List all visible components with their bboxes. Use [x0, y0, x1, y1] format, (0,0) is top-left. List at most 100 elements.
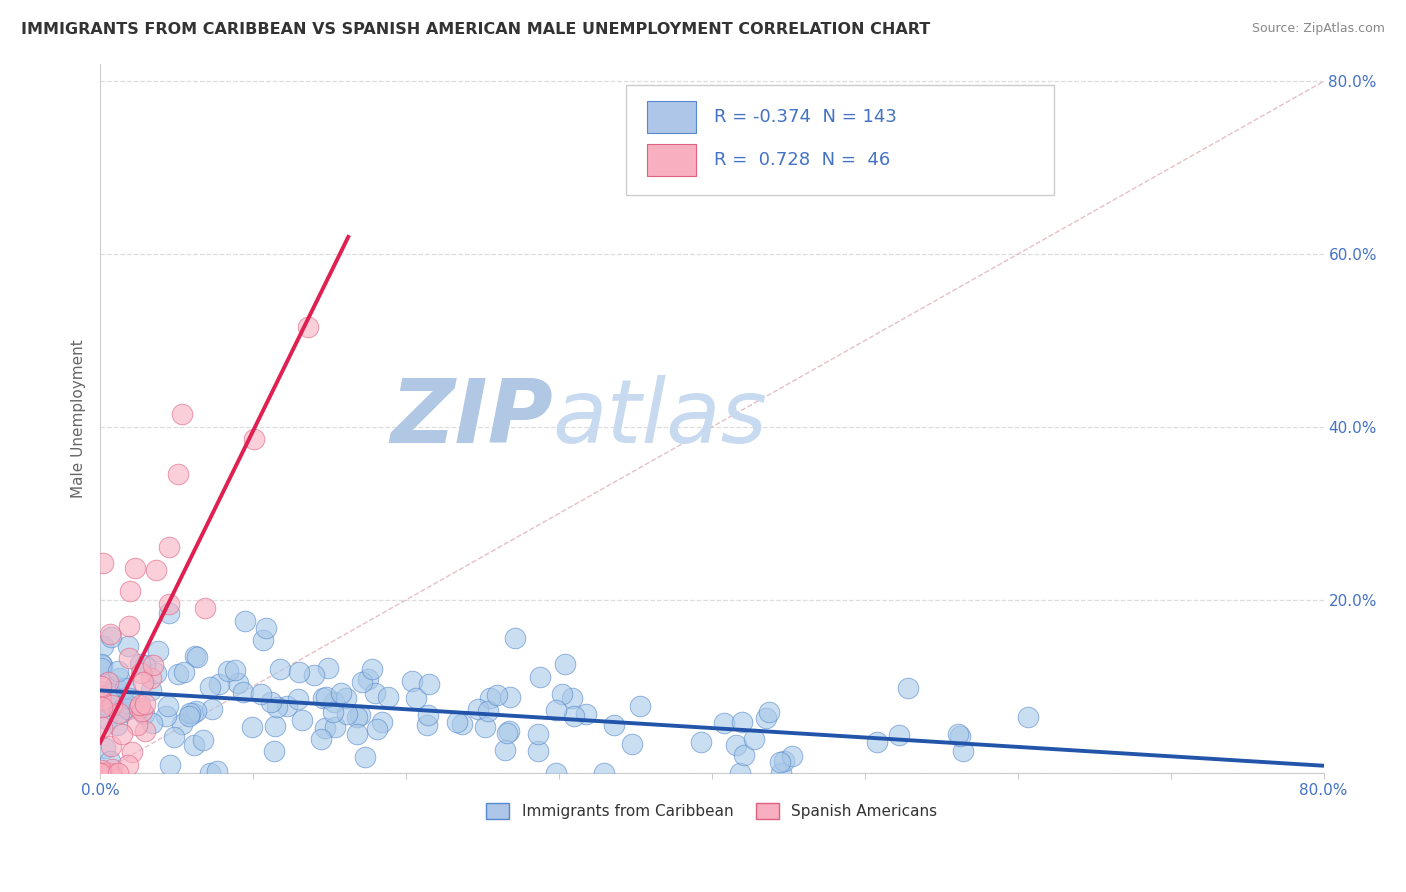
Text: atlas: atlas: [553, 376, 768, 461]
Point: [90, 765, 112, 780]
Point: [291, 713, 314, 727]
Point: [725, 738, 748, 752]
Point: [264, 719, 287, 733]
Point: [201, 702, 224, 716]
Point: [485, 689, 508, 703]
Point: [90, 693, 112, 707]
Point: [269, 663, 291, 677]
Point: [361, 662, 384, 676]
Point: [602, 718, 624, 732]
Point: [949, 729, 972, 743]
Point: [155, 709, 177, 723]
Point: [159, 758, 181, 772]
Point: [125, 718, 148, 732]
Point: [526, 726, 548, 740]
Point: [952, 744, 974, 758]
Point: [315, 690, 337, 705]
Point: [91, 639, 114, 653]
Point: [309, 731, 332, 746]
Point: [198, 765, 221, 780]
Point: [114, 696, 136, 710]
Point: [159, 597, 181, 611]
Point: [139, 671, 162, 685]
Point: [107, 765, 129, 780]
Point: [134, 707, 156, 722]
Point: [357, 673, 380, 687]
Point: [263, 744, 285, 758]
Point: [107, 706, 129, 721]
Point: [114, 681, 136, 696]
Point: [477, 704, 499, 718]
Point: [897, 681, 920, 695]
Point: [141, 716, 163, 731]
Point: [354, 750, 377, 764]
Point: [742, 731, 765, 746]
Point: [107, 671, 129, 685]
Point: [287, 691, 309, 706]
Point: [131, 704, 153, 718]
Point: [233, 614, 256, 628]
Text: R =  0.728  N =  46: R = 0.728 N = 46: [714, 151, 890, 169]
Point: [118, 651, 141, 665]
Point: [117, 701, 139, 715]
Point: [322, 705, 344, 719]
Point: [755, 711, 778, 725]
Point: [228, 676, 250, 690]
Point: [142, 658, 165, 673]
Bar: [647, 144, 696, 176]
Point: [946, 726, 969, 740]
Point: [132, 675, 155, 690]
Point: [101, 762, 124, 776]
Point: [107, 664, 129, 678]
Point: [689, 735, 711, 749]
Point: [276, 699, 298, 714]
Point: [1017, 710, 1039, 724]
Point: [145, 564, 167, 578]
Point: [90, 661, 112, 675]
Point: [167, 667, 190, 681]
Point: [364, 686, 387, 700]
Point: [769, 755, 792, 769]
Point: [314, 721, 336, 735]
Bar: [647, 102, 696, 133]
Point: [401, 674, 423, 689]
Point: [170, 717, 193, 731]
Point: [191, 733, 214, 747]
Point: [498, 690, 520, 705]
Point: [592, 765, 614, 780]
Point: [208, 677, 231, 691]
Point: [145, 666, 167, 681]
Point: [91, 765, 114, 780]
Point: [250, 687, 273, 701]
Legend: Immigrants from Caribbean, Spanish Americans: Immigrants from Caribbean, Spanish Ameri…: [481, 797, 943, 825]
Point: [139, 683, 162, 698]
Point: [128, 700, 150, 714]
Point: [329, 686, 352, 700]
Point: [167, 467, 190, 481]
Point: [96, 699, 118, 714]
Point: [117, 619, 139, 633]
Point: [770, 765, 793, 780]
Point: [100, 739, 122, 753]
Point: [97, 675, 120, 690]
Point: [90, 764, 112, 778]
Point: [350, 675, 373, 690]
Point: [451, 716, 474, 731]
Point: [104, 679, 127, 693]
Point: [194, 600, 217, 615]
Point: [889, 728, 911, 742]
Point: [157, 606, 180, 620]
Point: [758, 705, 780, 719]
Point: [498, 724, 520, 739]
Point: [91, 657, 114, 672]
Point: [100, 765, 122, 780]
Point: [111, 727, 134, 741]
Text: R = -0.374  N = 143: R = -0.374 N = 143: [714, 108, 897, 126]
Point: [184, 649, 207, 664]
FancyBboxPatch shape: [626, 86, 1054, 195]
Point: [90, 657, 112, 672]
Point: [186, 649, 208, 664]
Point: [98, 627, 121, 641]
Point: [335, 691, 357, 706]
Point: [89, 688, 111, 702]
